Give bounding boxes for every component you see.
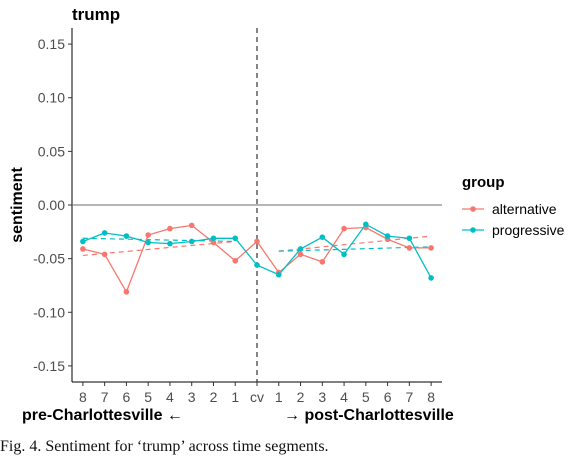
legend: group alternative progressive [462, 174, 565, 238]
sentiment-chart: trump sentiment 0.15 0.10 0.05 0.00 -0.05 -0.… [9, 5, 565, 424]
y-tick-label: 0.05 [38, 143, 65, 159]
data-point-progressive [297, 246, 304, 252]
x-tick-label: 4 [340, 389, 348, 405]
plot-area: 0.150.100.050.00-0.05-0.10-0.158 7 6 5 4 3 2 1 c… [33, 28, 442, 405]
x-tick-label: 8 [79, 389, 87, 405]
y-axis-label: sentiment [9, 167, 26, 243]
data-point-progressive [232, 235, 239, 242]
legend-point-progressive [470, 227, 476, 233]
trend-line-post-progressive [278, 246, 432, 252]
data-point-progressive [101, 230, 108, 236]
data-point-alternative [406, 245, 413, 251]
data-point-alternative [254, 238, 260, 245]
data-point-alternative [101, 251, 108, 258]
x-tick-label: cv [250, 389, 264, 405]
data-point-progressive [384, 233, 391, 239]
x-tick-label: 3 [188, 389, 196, 405]
pre-charlottesville-label: pre-Charlottesville ← [22, 407, 183, 424]
y-tick-label: 0.15 [38, 36, 65, 52]
x-tick-label: 6 [384, 389, 392, 405]
trend-line-pre-progressive [82, 237, 236, 243]
data-point-progressive [428, 275, 434, 281]
data-point-alternative [80, 246, 86, 252]
y-tick-label: -0.10 [33, 304, 65, 320]
y-tick-label: 0.00 [38, 197, 65, 213]
x-tick-label: 3 [318, 389, 326, 405]
data-point-alternative [145, 232, 151, 238]
data-point-alternative [210, 239, 217, 246]
trend-line-post-alternative [278, 235, 432, 252]
data-point-alternative [341, 225, 347, 232]
data-point-alternative [232, 257, 239, 264]
legend-point-alternative [470, 206, 476, 212]
data-point-progressive [254, 262, 260, 268]
data-point-progressive [167, 240, 173, 247]
x-tick-label: 1 [275, 389, 283, 405]
data-point-progressive [341, 251, 347, 258]
data-point-alternative [167, 225, 173, 232]
x-tick-label: 7 [405, 389, 413, 405]
y-tick-label: 0.10 [38, 90, 65, 106]
x-tick-label: 6 [123, 389, 131, 405]
x-tick-label: 5 [144, 389, 152, 405]
x-tick-label: 4 [166, 389, 174, 405]
x-tick-label: 2 [297, 389, 305, 405]
y-tick-label: -0.05 [33, 251, 65, 267]
chart-title: trump [72, 5, 120, 24]
data-point-progressive [406, 235, 413, 242]
data-point-progressive [123, 233, 130, 239]
legend-label-progressive: progressive [492, 222, 565, 238]
figure-caption: Fig. 4. Sentiment for ‘trump’ across tim… [0, 438, 329, 455]
data-point-progressive [188, 238, 195, 245]
post-charlottesville-label: → post-Charlottesville [284, 407, 454, 424]
data-point-progressive [363, 221, 369, 228]
data-point-alternative [188, 222, 195, 229]
legend-title: group [462, 174, 505, 191]
data-point-alternative [428, 245, 434, 251]
legend-label-alternative: alternative [492, 201, 557, 217]
x-tick-label: 5 [362, 389, 370, 405]
data-point-alternative [123, 289, 130, 295]
trend-line-pre-alternative [82, 240, 236, 257]
data-point-progressive [210, 235, 217, 242]
data-point-alternative [297, 251, 304, 258]
x-tick-label: 1 [231, 389, 239, 405]
data-point-progressive [145, 239, 151, 246]
y-tick-label: -0.15 [33, 358, 65, 374]
data-point-progressive [275, 271, 282, 278]
x-tick-label: 8 [427, 389, 435, 405]
x-tick-label: 2 [210, 389, 218, 405]
x-tick-label: 7 [101, 389, 109, 405]
data-point-progressive [80, 238, 86, 245]
data-point-alternative [319, 259, 326, 265]
data-point-progressive [319, 234, 326, 240]
